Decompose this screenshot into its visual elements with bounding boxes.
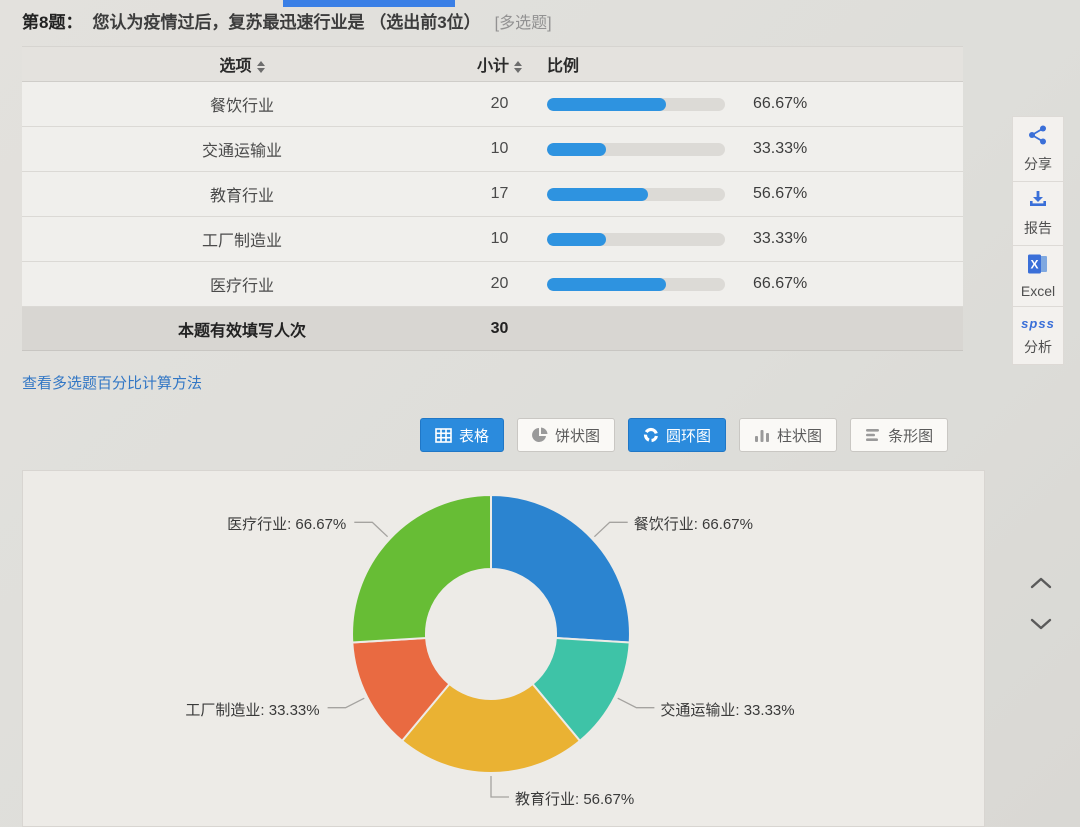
chart-tab-donut[interactable]: 圆环图	[628, 418, 727, 452]
donut-icon	[643, 427, 659, 443]
row-subtotal: 10	[490, 140, 509, 157]
donut-chart-panel: 餐饮行业: 66.67% 交通运输业: 33.33% 教育行业: 56.67% 工厂制…	[22, 470, 985, 827]
side-item-label: 分析	[1024, 339, 1052, 355]
side-item-报告[interactable]: 报告	[1012, 181, 1064, 245]
question-pager	[1026, 575, 1056, 657]
chart-tab-pie[interactable]: 饼状图	[517, 418, 616, 452]
chevron-up-icon[interactable]	[1028, 575, 1054, 594]
side-item-label: 报告	[1024, 220, 1052, 236]
side-toolbar: 分享报告 X Excel spss 分析	[1012, 116, 1064, 365]
side-item-分享[interactable]: 分享	[1012, 116, 1064, 181]
table-row: 餐饮行业 20 66.67%	[22, 82, 963, 127]
donut-slice	[400, 682, 582, 775]
excel-icon: X	[1027, 254, 1049, 278]
browser-tab-fragment	[283, 0, 455, 7]
row-percent: 56.67%	[753, 185, 808, 202]
ratio-bar	[547, 142, 725, 156]
ratio-bar	[547, 232, 725, 246]
svg-text:X: X	[1030, 258, 1038, 272]
row-percent: 33.33%	[753, 140, 808, 157]
chart-tab-label: 柱状图	[777, 427, 823, 445]
pie-slice-label: 工厂制造业: 33.33%	[185, 701, 320, 719]
chart-tab-hbar[interactable]: 条形图	[850, 418, 949, 452]
side-item-excel[interactable]: X Excel	[1012, 245, 1064, 306]
results-table: 选项 小计 比例 餐饮行业 20 66.67% 交通运输业 10 33.33% 教育行业 17…	[22, 46, 963, 351]
chart-tab-table[interactable]: 表格	[420, 418, 505, 452]
table-row: 教育行业 17 56.67%	[22, 172, 963, 217]
donut-slice	[351, 493, 492, 644]
total-label: 本题有效填写人次	[177, 322, 306, 340]
chevron-down-icon[interactable]	[1028, 616, 1054, 635]
table-total-row: 本题有效填写人次 30	[22, 307, 963, 351]
row-subtotal: 17	[490, 185, 509, 202]
pie-slice-label: 教育行业: 56.67%	[515, 791, 635, 808]
table-row: 交通运输业 10 33.33%	[22, 127, 963, 172]
side-item-label: 分享	[1024, 156, 1052, 172]
row-percent: 66.67%	[753, 95, 808, 112]
chart-type-switcher: 表格 饼状图 圆环图 柱状图 条形图	[420, 418, 949, 452]
header-ratio: 比例	[547, 58, 580, 75]
ratio-bar	[547, 97, 725, 111]
pie-slice-label: 交通运输业: 33.33%	[660, 701, 795, 719]
question-text: 您认为疫情过后，复苏最迅速行业是 （选出前3位）	[92, 13, 481, 32]
donut-slice	[490, 493, 631, 644]
row-percent: 66.67%	[753, 275, 808, 292]
row-subtotal: 20	[490, 95, 509, 112]
column-icon	[754, 428, 770, 443]
row-percent: 33.33%	[753, 230, 808, 247]
sort-icon[interactable]	[514, 60, 522, 73]
chart-tab-label: 表格	[459, 427, 490, 445]
header-option[interactable]: 选项	[22, 52, 462, 76]
share-icon	[1027, 125, 1049, 149]
chart-tab-label: 条形图	[888, 427, 934, 445]
ratio-bar	[547, 277, 725, 291]
table-icon	[435, 427, 452, 443]
row-option-label: 交通运输业	[201, 143, 282, 160]
row-subtotal: 10	[490, 230, 509, 247]
row-option-label: 餐饮行业	[209, 98, 274, 115]
side-item-分析[interactable]: spss 分析	[1012, 306, 1064, 365]
question-title: 第8题： 您认为疫情过后，复苏最迅速行业是 （选出前3位） [多选题]	[22, 8, 552, 33]
row-subtotal: 20	[490, 275, 509, 292]
pie-icon	[532, 427, 548, 443]
donut-chart[interactable]	[23, 471, 986, 827]
row-option-label: 医疗行业	[209, 278, 274, 295]
question-number: 第8题：	[22, 13, 83, 32]
sort-icon[interactable]	[256, 60, 265, 73]
chart-tab-label: 饼状图	[555, 427, 601, 445]
table-row: 工厂制造业 10 33.33%	[22, 217, 963, 262]
side-item-label: Excel	[1020, 283, 1056, 299]
header-subtotal[interactable]: 小计	[462, 52, 537, 76]
total-count: 30	[490, 319, 509, 337]
ratio-bar	[547, 187, 725, 201]
chart-tab-column[interactable]: 柱状图	[739, 418, 838, 452]
row-option-label: 工厂制造业	[201, 233, 282, 250]
pie-slice-label: 餐饮行业: 66.67%	[633, 516, 753, 534]
hbar-icon	[865, 428, 881, 442]
table-row: 医疗行业 20 66.67%	[22, 262, 963, 307]
percentage-method-link[interactable]: 查看多选题百分比计算方法	[22, 375, 203, 392]
question-type-tag: [多选题]	[494, 15, 552, 32]
table-header-row: 选项 小计 比例	[22, 47, 963, 82]
download-icon	[1028, 191, 1048, 213]
spss-icon: spss	[1021, 316, 1055, 331]
row-option-label: 教育行业	[209, 188, 274, 205]
pie-slice-label: 医疗行业: 66.67%	[227, 516, 347, 534]
chart-tab-label: 圆环图	[666, 427, 712, 445]
